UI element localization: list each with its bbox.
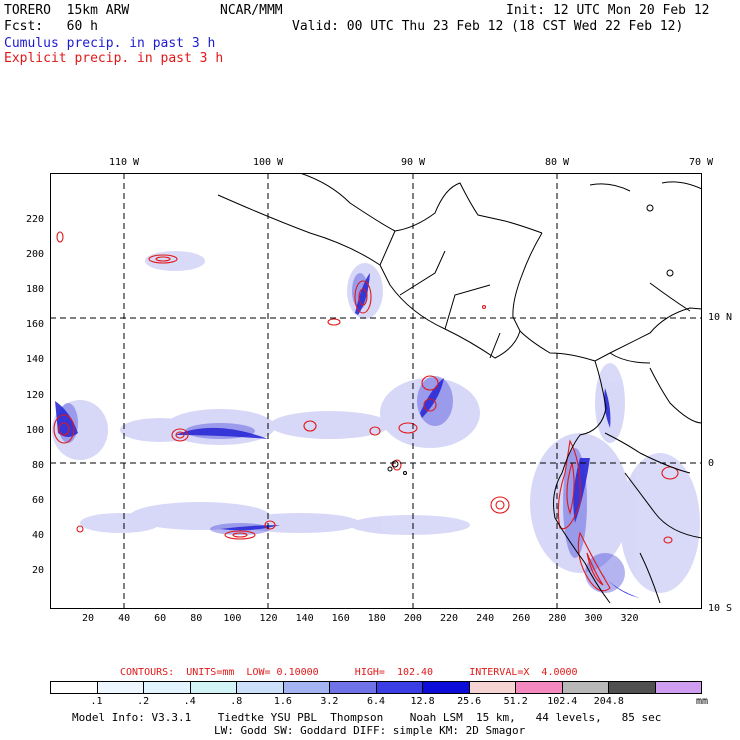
field-explicit: Explicit precip. in past 3 h — [4, 51, 224, 66]
x-tick-label: 100 — [223, 613, 242, 624]
y-tick-label: 160 — [25, 319, 44, 331]
model-info: Model Info: V3.3.1 Tiedtke YSU PBL Thomp… — [72, 711, 662, 724]
legend-level-label: .4 — [183, 696, 196, 707]
y-tick-label: 100 — [25, 424, 44, 436]
x-tick-label: 160 — [331, 613, 350, 624]
x-tick-label: 300 — [584, 613, 603, 624]
explicit-contours — [53, 231, 679, 592]
y-tick-label: 60 — [31, 494, 44, 506]
color-legend — [50, 681, 702, 694]
y-tick-label: 80 — [31, 459, 44, 471]
x-tick-label: 180 — [367, 613, 386, 624]
x-tick-label: 40 — [118, 613, 131, 624]
legend-units: mm — [696, 696, 709, 707]
lon-label-90w: 90 W — [400, 157, 426, 168]
legend-level-label: 1.6 — [273, 696, 292, 707]
legend-swatch — [655, 682, 701, 693]
organization: NCAR/MMM — [220, 3, 283, 18]
y-tick-label: 120 — [25, 389, 44, 401]
lon-label-80w: 80 W — [544, 157, 570, 168]
lon-label-70w: 70 W — [688, 157, 714, 168]
x-tick-label: 80 — [190, 613, 203, 624]
y-tick-label: 140 — [25, 354, 44, 366]
y-tick-label: 40 — [31, 529, 44, 541]
x-tick-label: 120 — [259, 613, 278, 624]
legend-swatch — [469, 682, 516, 693]
coastlines — [217, 173, 702, 604]
legend-level-label: .1 — [90, 696, 103, 707]
legend-swatch — [609, 682, 656, 693]
precip-map — [50, 173, 702, 609]
legend-swatch — [97, 682, 144, 693]
x-tick-label: 220 — [439, 613, 459, 624]
legend-level-label: 6.4 — [366, 696, 386, 707]
legend-level-label: 102.4 — [547, 696, 578, 707]
legend-swatch — [330, 682, 377, 693]
x-tick-label: 280 — [548, 613, 567, 624]
legend-swatch — [562, 682, 609, 693]
valid-time: Valid: 00 UTC Thu 23 Feb 12 (18 CST Wed … — [292, 19, 684, 34]
legend-level-label: 51.2 — [503, 696, 528, 707]
x-tick-label: 320 — [620, 613, 639, 624]
legend-swatch — [423, 682, 470, 693]
y-tick-label: 20 — [31, 565, 44, 576]
legend-swatch — [190, 682, 237, 693]
lat-label-10s: 10 S — [708, 603, 733, 614]
x-tick-label: 260 — [512, 613, 531, 624]
forecast-hour: Fcst: 60 h — [4, 19, 98, 34]
lat-label-eq: 0 — [708, 458, 715, 469]
model-title: TORERO 15km ARW — [4, 3, 130, 18]
cumulus-shading — [52, 251, 700, 598]
legend-level-label: 204.8 — [593, 696, 624, 707]
legend-level-label: 25.6 — [457, 696, 482, 707]
legend-swatch — [144, 682, 191, 693]
legend-swatch — [237, 682, 284, 693]
legend-swatch — [376, 682, 423, 693]
lat-label-10n: 10 N — [708, 312, 733, 323]
lat-lon-grid — [50, 173, 702, 609]
field-cumulus: Cumulus precip. in past 3 h — [4, 36, 216, 51]
legend-level-label: .8 — [230, 696, 243, 707]
model-info-physics: LW: Godd SW: Goddard DIFF: simple KM: 2D… — [214, 724, 526, 737]
legend-swatch — [283, 682, 330, 693]
lon-label-100w: 100 W — [252, 157, 284, 168]
y-tick-label: 200 — [25, 249, 44, 261]
init-time: Init: 12 UTC Mon 20 Feb 12 — [506, 3, 710, 18]
contour-info: CONTOURS: UNITS=mm LOW= 0.10000 HIGH= 10… — [120, 667, 578, 678]
x-tick-label: 60 — [154, 613, 167, 624]
y-tick-label: 220 — [25, 214, 44, 225]
lon-label-110w: 110 W — [108, 157, 140, 168]
legend-swatch — [51, 682, 98, 693]
y-tick-label: 180 — [25, 284, 44, 296]
x-tick-label: 200 — [403, 613, 422, 624]
legend-level-label: 3.2 — [320, 696, 339, 707]
legend-level-label: .2 — [137, 696, 150, 707]
legend-swatch — [516, 682, 563, 693]
x-tick-label: 240 — [476, 613, 495, 624]
x-tick-label: 20 — [81, 613, 95, 624]
legend-level-label: 12.8 — [410, 696, 435, 707]
x-tick-label: 140 — [295, 613, 314, 624]
